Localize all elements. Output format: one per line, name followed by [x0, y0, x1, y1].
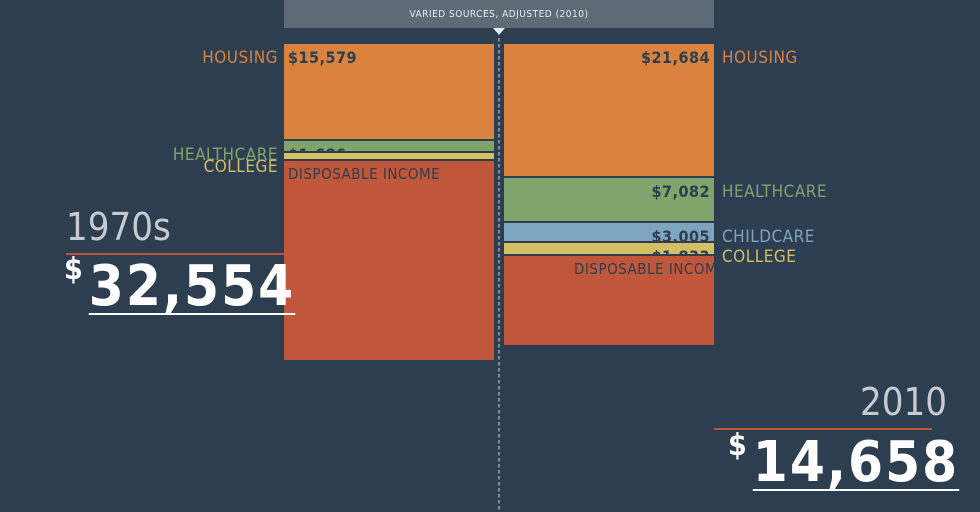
category-label-right-housing: HOUSING [722, 48, 798, 68]
total-2010: $14,658 [728, 428, 959, 495]
bar-right-disposable-income [504, 256, 714, 345]
category-label-left-housing: HOUSING [202, 48, 278, 68]
disposable-label-right: DISPOSABLE INCOME [574, 260, 727, 278]
value-label-right-childcare: $3,005 [651, 227, 710, 246]
value-label-right-housing: $21,684 [640, 48, 710, 67]
source-note-banner: VARIED SOURCES, ADJUSTED (2010) [284, 0, 714, 28]
disposable-label-left: DISPOSABLE INCOME [288, 165, 441, 183]
total-2010-number: 14,658 [752, 430, 960, 495]
value-label-left-housing: $15,579 [288, 48, 358, 67]
category-label-left-healthcare: HEALTHCARE [172, 145, 278, 165]
era-rule-1970s [66, 253, 284, 255]
category-label-right-childcare: CHILDCARE [722, 227, 815, 247]
bar-left-healthcare [284, 141, 494, 151]
bar-right-housing [504, 44, 714, 176]
category-label-right-healthcare: HEALTHCARE [722, 182, 828, 202]
bar-left-housing [284, 44, 494, 139]
total-1970s-dollar: $ [64, 252, 85, 287]
center-divider [498, 38, 500, 512]
bar-right-childcare [504, 223, 714, 241]
total-1970s: $32,554 [64, 252, 295, 319]
divider-arrow-icon [493, 28, 505, 35]
bar-left-college [284, 153, 494, 159]
bar-right-healthcare [504, 178, 714, 221]
value-label-right-healthcare: $7,082 [651, 182, 710, 201]
era-rule-2010 [714, 428, 932, 430]
category-label-right-college: COLLEGE [722, 247, 797, 267]
total-2010-dollar: $ [728, 428, 749, 463]
era-label-2010: 2010 [860, 380, 947, 424]
category-label-left-college: COLLEGE [203, 157, 278, 177]
total-1970s-number: 32,554 [88, 254, 296, 319]
era-label-1970s: 1970s [66, 205, 171, 249]
bar-left-disposable-income [284, 161, 494, 360]
bar-right-college [504, 243, 714, 254]
